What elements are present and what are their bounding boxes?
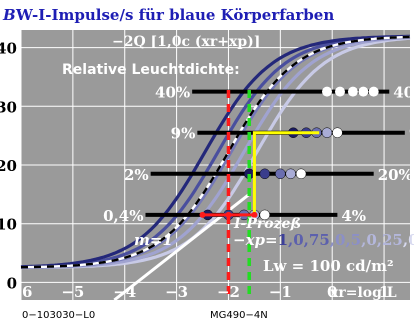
chart-title: W-I-Impulse/s für blaue Körperfarben xyxy=(15,6,334,24)
section-label: Relative Leuchtdichte: xyxy=(62,62,240,78)
percent-label-right: 4% xyxy=(341,207,366,225)
level-marker xyxy=(275,168,286,180)
y-tick-label: 0 xyxy=(7,274,17,292)
chart-title-prefix: B xyxy=(2,6,16,24)
process-annotation: I-Prozeß xyxy=(233,216,301,232)
xp-value: ,0,25 xyxy=(361,231,403,249)
y-tick-label: 40 xyxy=(0,40,17,58)
percent-label-right: 90% xyxy=(409,125,414,143)
level-marker xyxy=(321,127,333,138)
level-marker xyxy=(332,127,343,138)
x-tick-label: −5 xyxy=(61,283,84,301)
x-tick-label: −6 xyxy=(9,283,32,301)
red-segment-marker xyxy=(225,211,232,218)
y-tick-label: 10 xyxy=(0,216,17,234)
chart-subtitle: −2Q [1,0c (xr+xp)] xyxy=(112,34,260,50)
xp-value: ,0 xyxy=(403,231,414,249)
level-marker xyxy=(334,86,345,97)
xp-value: ,0,75 xyxy=(288,231,330,249)
x-axis-label: xr=log L xyxy=(330,285,397,301)
level-marker xyxy=(295,168,307,180)
percent-label-left: 40% xyxy=(155,84,190,102)
red-segment-marker xyxy=(251,211,258,218)
m-annotation: m=1 xyxy=(134,231,173,249)
red-segment-marker xyxy=(199,211,206,218)
lw-label: Lw = 100 cd/m² xyxy=(263,257,394,275)
x-tick-label: 0 xyxy=(327,283,337,301)
level-marker xyxy=(259,168,271,180)
footer-left: 0−103030−L0 xyxy=(22,310,95,321)
x-tick-label: −2 xyxy=(217,283,240,301)
footer-right: MG490−4N xyxy=(210,310,268,321)
level-marker xyxy=(368,86,379,97)
label-group: −6−5−4−3−2−10101020304040%9%2%0,4%400%90… xyxy=(0,40,414,301)
percent-label-left: 0,4% xyxy=(103,207,143,225)
y-tick-label: 30 xyxy=(0,98,17,116)
level-marker xyxy=(285,168,296,180)
x-tick-label: −1 xyxy=(269,283,292,301)
xp-value: ,0,5 xyxy=(330,231,361,249)
yellow-step-line xyxy=(252,131,320,215)
overlay-group xyxy=(199,90,320,300)
x-tick-label: −4 xyxy=(113,283,136,301)
level-marker xyxy=(259,209,271,221)
x-tick-label: 1 xyxy=(379,283,389,301)
x-tick-label: −3 xyxy=(165,283,188,301)
xp-label-prefix: −xp= xyxy=(233,231,278,249)
percent-label-right: 20% xyxy=(378,166,413,184)
xp-value: 1 xyxy=(278,231,288,249)
percent-label-left: 9% xyxy=(171,125,196,143)
xp-label: −xp=1,0,75,0,5,0,25,0 xyxy=(233,231,414,249)
percent-label-right: 400% xyxy=(393,84,414,102)
percent-label-left: 2% xyxy=(124,166,149,184)
y-tick-label: 20 xyxy=(0,157,17,175)
level-marker xyxy=(347,86,358,97)
level-marker xyxy=(322,86,333,97)
level-marker xyxy=(358,86,369,97)
